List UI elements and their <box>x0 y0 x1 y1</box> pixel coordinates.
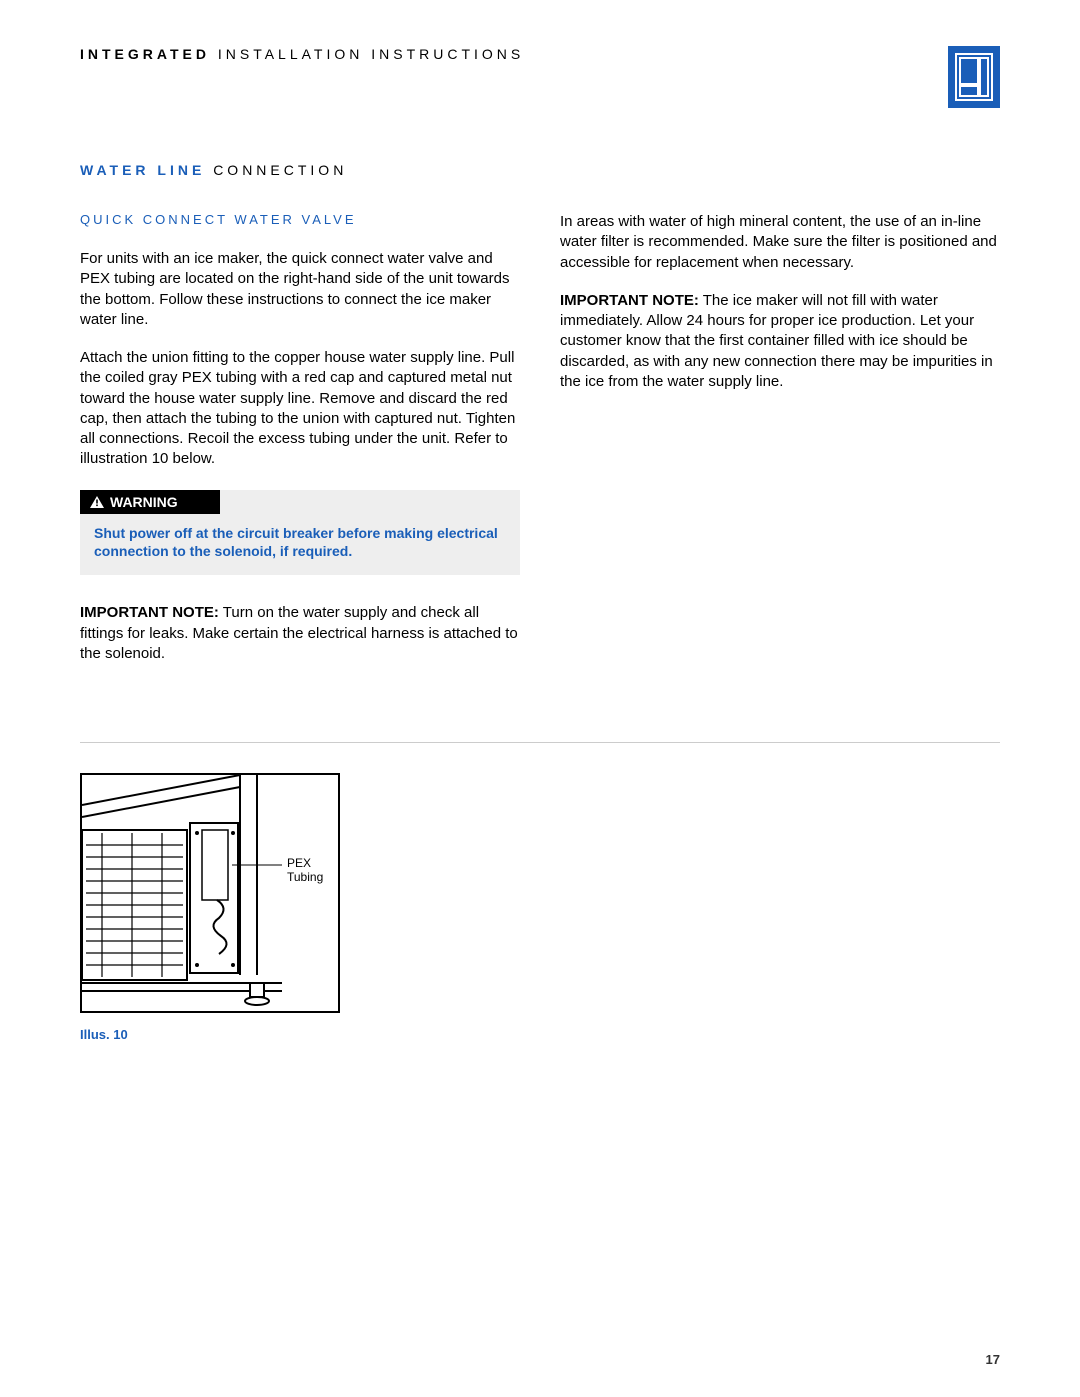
header-text: INTEGRATED INSTALLATION INSTRUCTIONS <box>80 46 524 62</box>
left-note-label: IMPORTANT NOTE: <box>80 604 219 621</box>
refrigerator-back-illustration: PEX Tubing <box>82 775 340 1013</box>
left-p1: For units with an ice maker, the quick c… <box>80 249 520 330</box>
warning-header: WARNING <box>80 490 220 514</box>
right-p1: In areas with water of high mineral cont… <box>560 212 1000 273</box>
two-column-layout: QUICK CONNECT WATER VALVE For units with… <box>80 212 1000 682</box>
sub-title: QUICK CONNECT WATER VALVE <box>80 212 520 227</box>
illustration-box: PEX Tubing <box>80 773 340 1013</box>
left-note: IMPORTANT NOTE: Turn on the water supply… <box>80 603 520 664</box>
header-row: INTEGRATED INSTALLATION INSTRUCTIONS <box>80 46 1000 108</box>
page: INTEGRATED INSTALLATION INSTRUCTIONS WAT… <box>0 0 1080 1397</box>
section-blue: WATER LINE <box>80 162 205 178</box>
left-column: QUICK CONNECT WATER VALVE For units with… <box>80 212 520 682</box>
right-column: In areas with water of high mineral cont… <box>560 212 1000 682</box>
right-note: IMPORTANT NOTE: The ice maker will not f… <box>560 291 1000 392</box>
page-number: 17 <box>986 1352 1000 1367</box>
illustration-caption: Illus. 10 <box>80 1027 400 1042</box>
warning-triangle-icon <box>90 496 104 508</box>
header-rest: INSTALLATION INSTRUCTIONS <box>218 46 524 62</box>
warning-box: WARNING Shut power off at the circuit br… <box>80 490 520 576</box>
illus-label-1: PEX <box>287 856 311 870</box>
header-bold: INTEGRATED <box>80 46 210 62</box>
divider <box>80 742 1000 743</box>
warning-body: Shut power off at the circuit breaker be… <box>80 514 520 576</box>
section-title: WATER LINE CONNECTION <box>80 162 1000 178</box>
illus-label-2: Tubing <box>287 870 323 884</box>
right-note-label: IMPORTANT NOTE: <box>560 292 699 309</box>
illustration-wrap: PEX Tubing Illus. 10 <box>80 773 400 1042</box>
brand-logo <box>948 46 1000 108</box>
left-p2: Attach the union fitting to the copper h… <box>80 348 520 470</box>
section-rest: CONNECTION <box>213 162 347 178</box>
warning-label: WARNING <box>110 494 178 510</box>
refrigerator-icon <box>955 53 993 101</box>
